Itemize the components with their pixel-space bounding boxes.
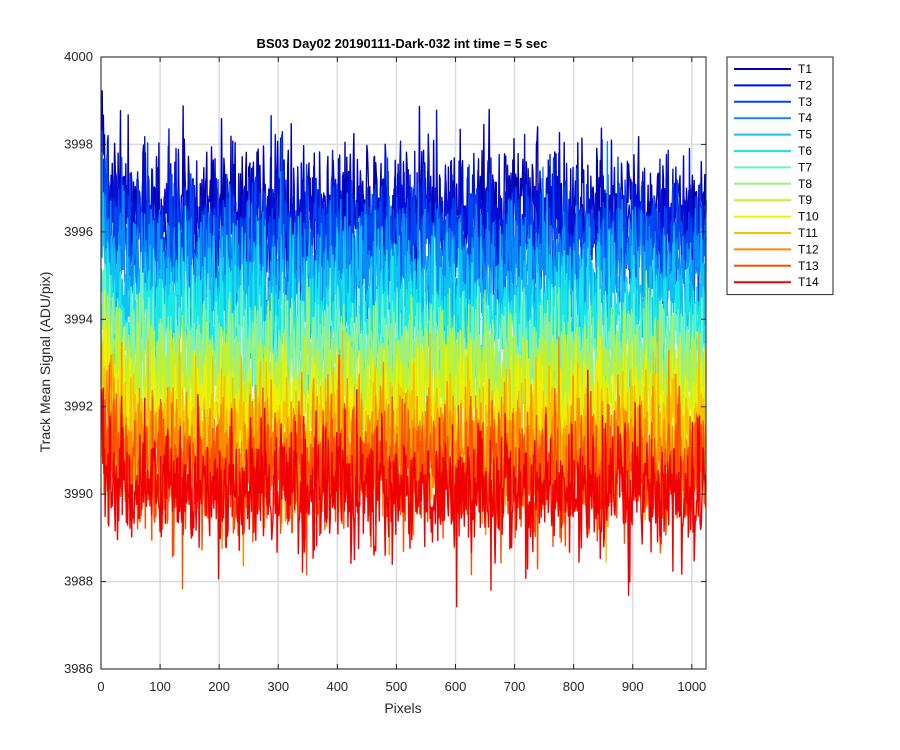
- legend-label-t8: T8: [798, 177, 812, 191]
- y-tick-label: 3998: [64, 136, 93, 151]
- legend-label-t9: T9: [798, 193, 812, 207]
- legend-label-t11: T11: [798, 226, 818, 240]
- legend-label-t12: T12: [798, 242, 819, 256]
- x-tick-label: 0: [97, 679, 104, 694]
- x-tick-label: 1000: [677, 679, 706, 694]
- chart-title: BS03 Day02 20190111-Dark-032 int time = …: [257, 36, 548, 51]
- x-tick-label: 700: [504, 679, 526, 694]
- legend-label-t3: T3: [798, 95, 812, 109]
- plot-frame: [100, 56, 707, 670]
- legend-label-t7: T7: [798, 160, 812, 174]
- x-tick-label: 500: [386, 679, 408, 694]
- series-layer: [100, 90, 707, 608]
- legend-label-t13: T13: [798, 259, 819, 273]
- x-tick-label: 400: [326, 679, 348, 694]
- legend-label-t4: T4: [798, 111, 812, 125]
- x-tick-label: 800: [563, 679, 585, 694]
- legend: T1 T2 T3 T4 T5 T6 T7 T8 T9 T10 T11 T12 T13 T14: [726, 56, 834, 296]
- legend-label-t2: T2: [798, 78, 812, 92]
- legend-label-t6: T6: [798, 144, 812, 158]
- legend-label-t5: T5: [798, 128, 812, 142]
- legend-box: [726, 56, 834, 296]
- x-tick-label: 600: [445, 679, 467, 694]
- y-tick-label: 3990: [64, 486, 93, 501]
- x-tick-label: 300: [267, 679, 289, 694]
- y-axis: 3986 3988 3990 3992 3994 3996 3998 4000: [64, 49, 706, 676]
- y-axis-label: Track Mean Signal (ADU/pix): [37, 272, 53, 453]
- x-axis: 0 100 200 300 400 500 600 700 800 900 1000: [97, 57, 706, 694]
- y-tick-label: 4000: [64, 49, 93, 64]
- legend-label-t14: T14: [798, 275, 819, 289]
- y-tick-label: 3996: [64, 224, 93, 239]
- y-tick-label: 3992: [64, 399, 93, 414]
- legend-label-t10: T10: [798, 210, 819, 224]
- y-tick-label: 3994: [64, 311, 93, 326]
- x-tick-label: 100: [149, 679, 171, 694]
- legend-label-t1: T1: [798, 62, 812, 76]
- x-tick-label: 200: [208, 679, 230, 694]
- y-tick-label: 3986: [64, 661, 93, 676]
- x-tick-label: 900: [622, 679, 644, 694]
- x-axis-label: Pixels: [384, 700, 421, 716]
- y-tick-label: 3988: [64, 574, 93, 589]
- series-line-t14: [100, 369, 707, 608]
